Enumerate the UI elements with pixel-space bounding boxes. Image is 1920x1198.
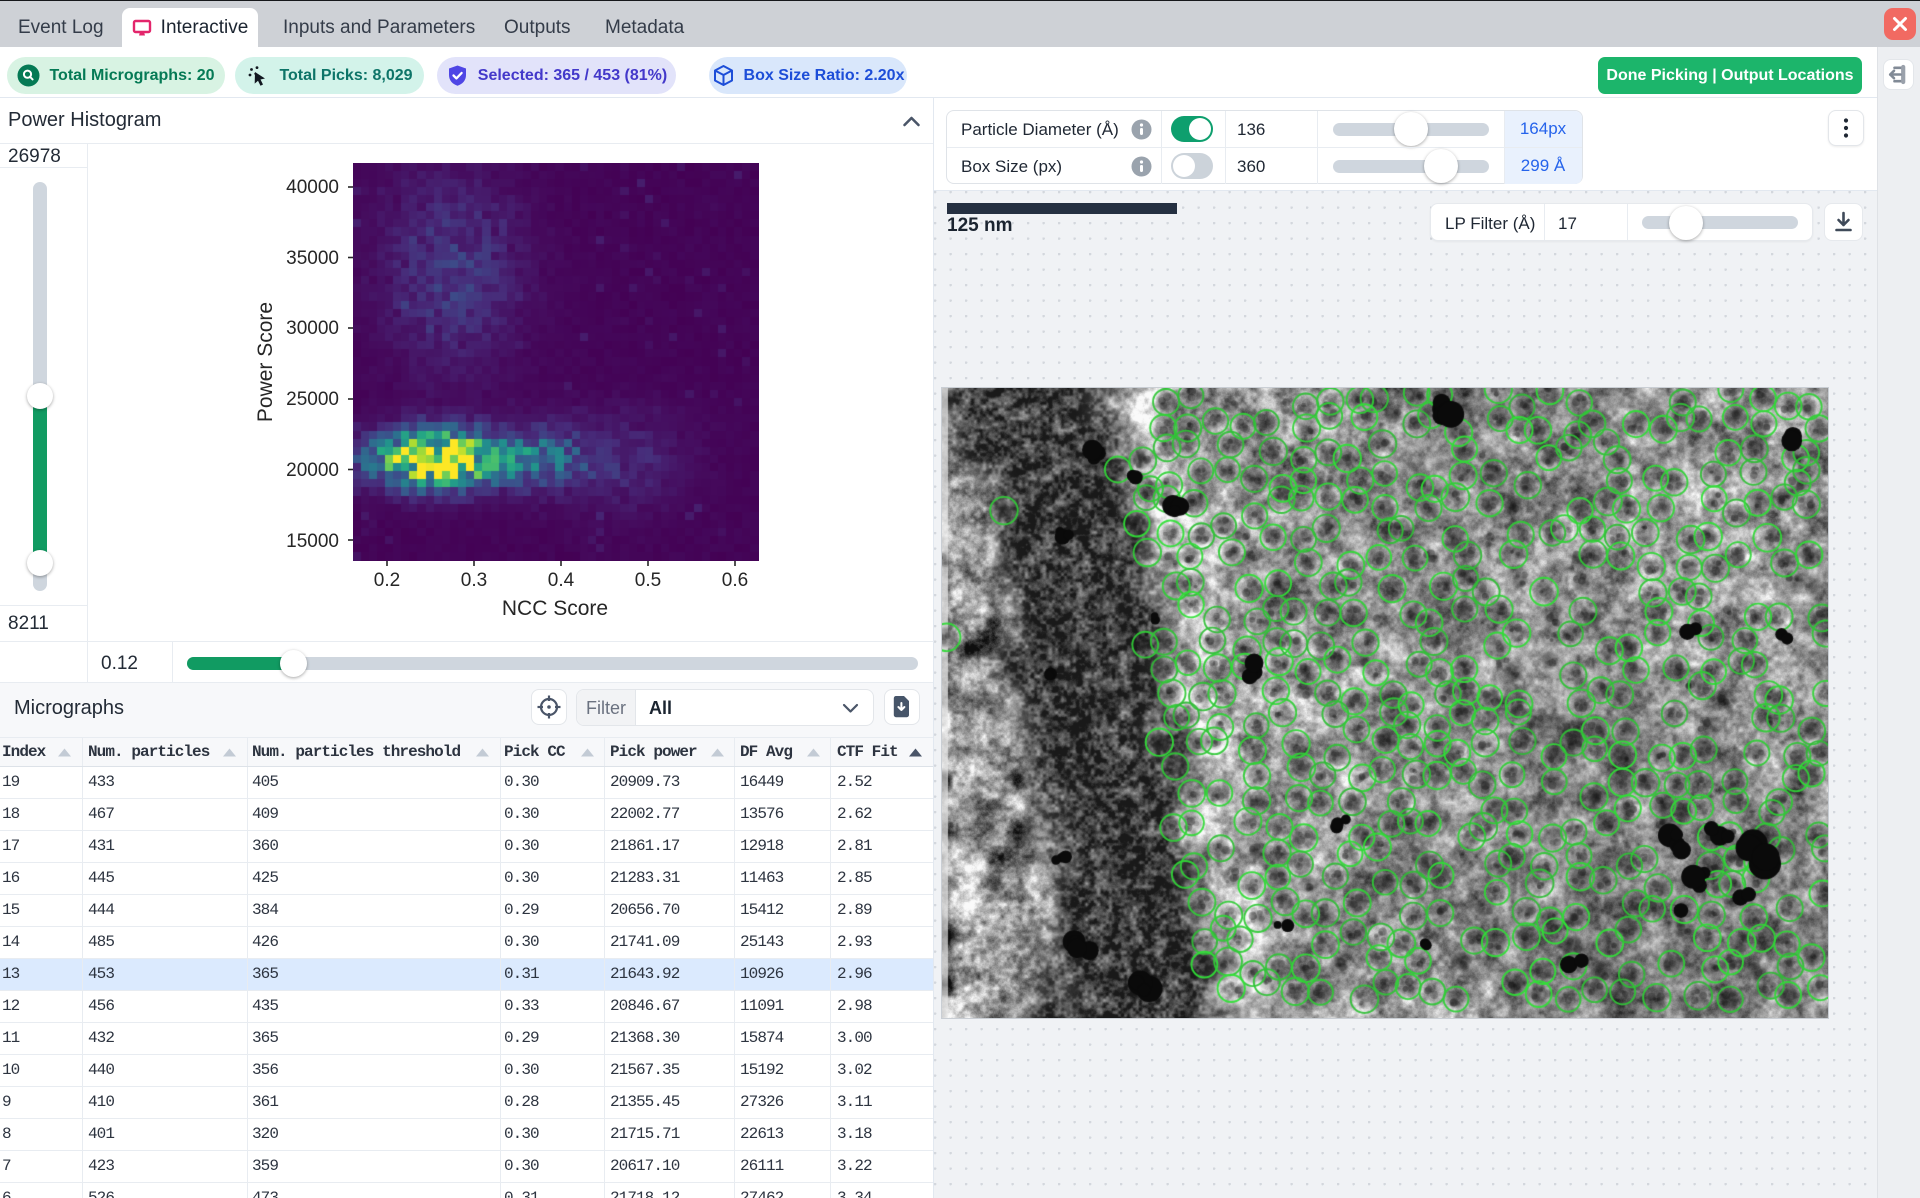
svg-text:35000: 35000 <box>286 248 339 269</box>
svg-text:0.3: 0.3 <box>461 570 487 591</box>
svg-text:20000: 20000 <box>286 460 339 481</box>
svg-text:15000: 15000 <box>286 531 339 552</box>
svg-text:0.2: 0.2 <box>374 570 400 591</box>
svg-text:NCC Score: NCC Score <box>502 597 608 620</box>
svg-text:30000: 30000 <box>286 318 339 339</box>
svg-text:0.6: 0.6 <box>722 570 748 591</box>
svg-text:25000: 25000 <box>286 389 339 410</box>
svg-text:0.4: 0.4 <box>548 570 575 591</box>
svg-text:0.5: 0.5 <box>635 570 661 591</box>
svg-text:40000: 40000 <box>286 177 339 198</box>
svg-text:Power Score: Power Score <box>254 302 277 422</box>
